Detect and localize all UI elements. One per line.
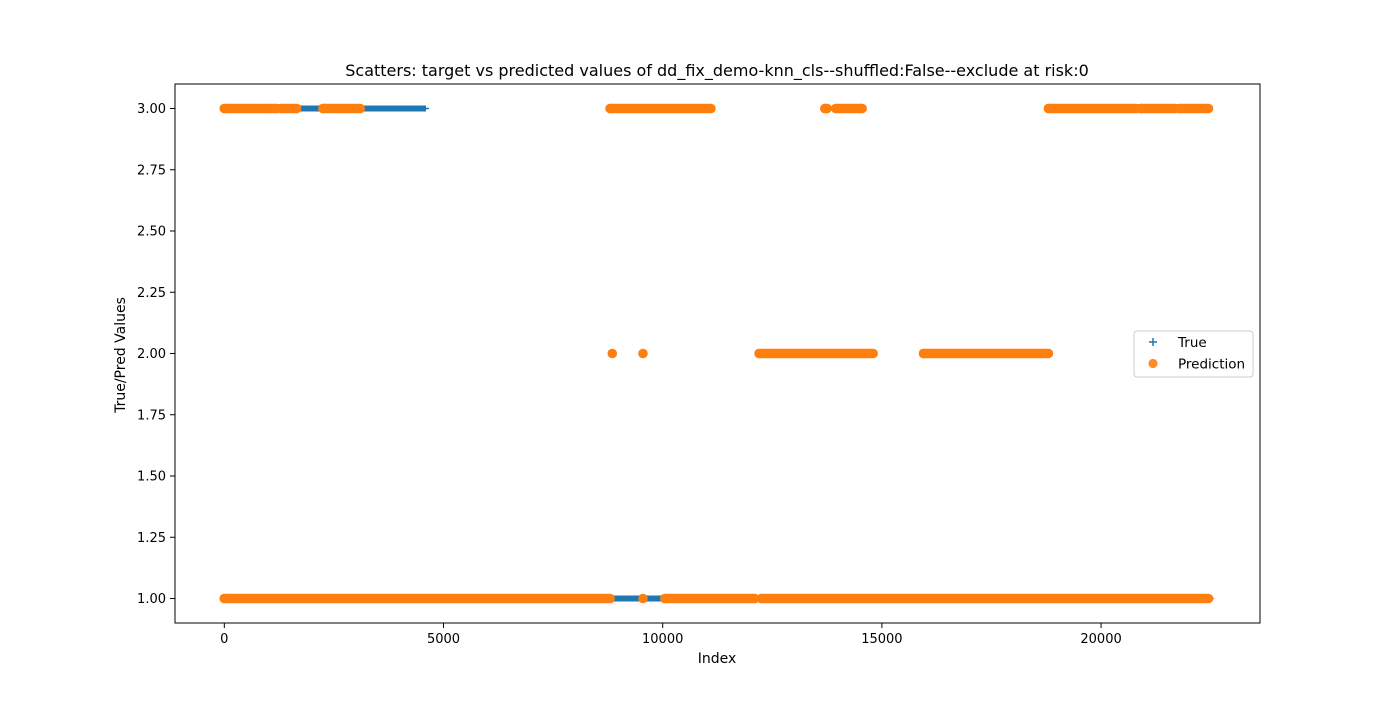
series-true — [221, 105, 1214, 602]
y-tick-label: 2.00 — [137, 347, 166, 362]
legend-item-prediction: Prediction — [1148, 357, 1245, 373]
legend-box — [1133, 330, 1254, 378]
legend-item-true: True — [1149, 335, 1207, 351]
y-tick-label: 1.75 — [137, 408, 166, 423]
legend: True Prediction — [1133, 330, 1254, 378]
legend-marker — [1148, 358, 1158, 369]
y-tick-label: 2.25 — [137, 286, 166, 301]
y-tick-label: 1.50 — [137, 470, 166, 485]
y-axis-label: True/Pred Values — [113, 297, 129, 414]
prediction-point — [638, 593, 648, 604]
y-tick-label: 3.00 — [137, 102, 166, 117]
y-axis-ticks: 1.00 1.25 1.50 1.75 2.00 2.25 2.50 2.75 3.00 — [137, 102, 175, 607]
x-tick-label: 0 — [220, 632, 228, 647]
x-tick-label: 5000 — [427, 632, 460, 647]
x-axis-ticks: 0 5000 10000 15000 20000 — [220, 623, 1122, 647]
prediction-point — [638, 348, 648, 359]
legend-label: True — [1177, 335, 1207, 351]
prediction-point — [607, 348, 618, 359]
y-tick-label: 1.25 — [137, 531, 166, 546]
axes-frame — [174, 83, 1261, 624]
x-tick-label: 10000 — [642, 632, 683, 647]
y-tick-label: 2.75 — [137, 163, 166, 178]
chart-title: Scatters: target vs predicted values of … — [345, 61, 1089, 81]
series-prediction — [219, 103, 1214, 604]
series-layer — [219, 103, 1214, 604]
legend-marker — [1149, 338, 1157, 346]
x-tick-label: 20000 — [1080, 632, 1121, 647]
y-tick-label: 2.50 — [137, 225, 166, 240]
y-tick-label: 1.00 — [137, 592, 166, 607]
legend-label: Prediction — [1178, 357, 1245, 373]
x-tick-label: 15000 — [861, 632, 902, 647]
x-axis-label: Index — [698, 651, 737, 667]
